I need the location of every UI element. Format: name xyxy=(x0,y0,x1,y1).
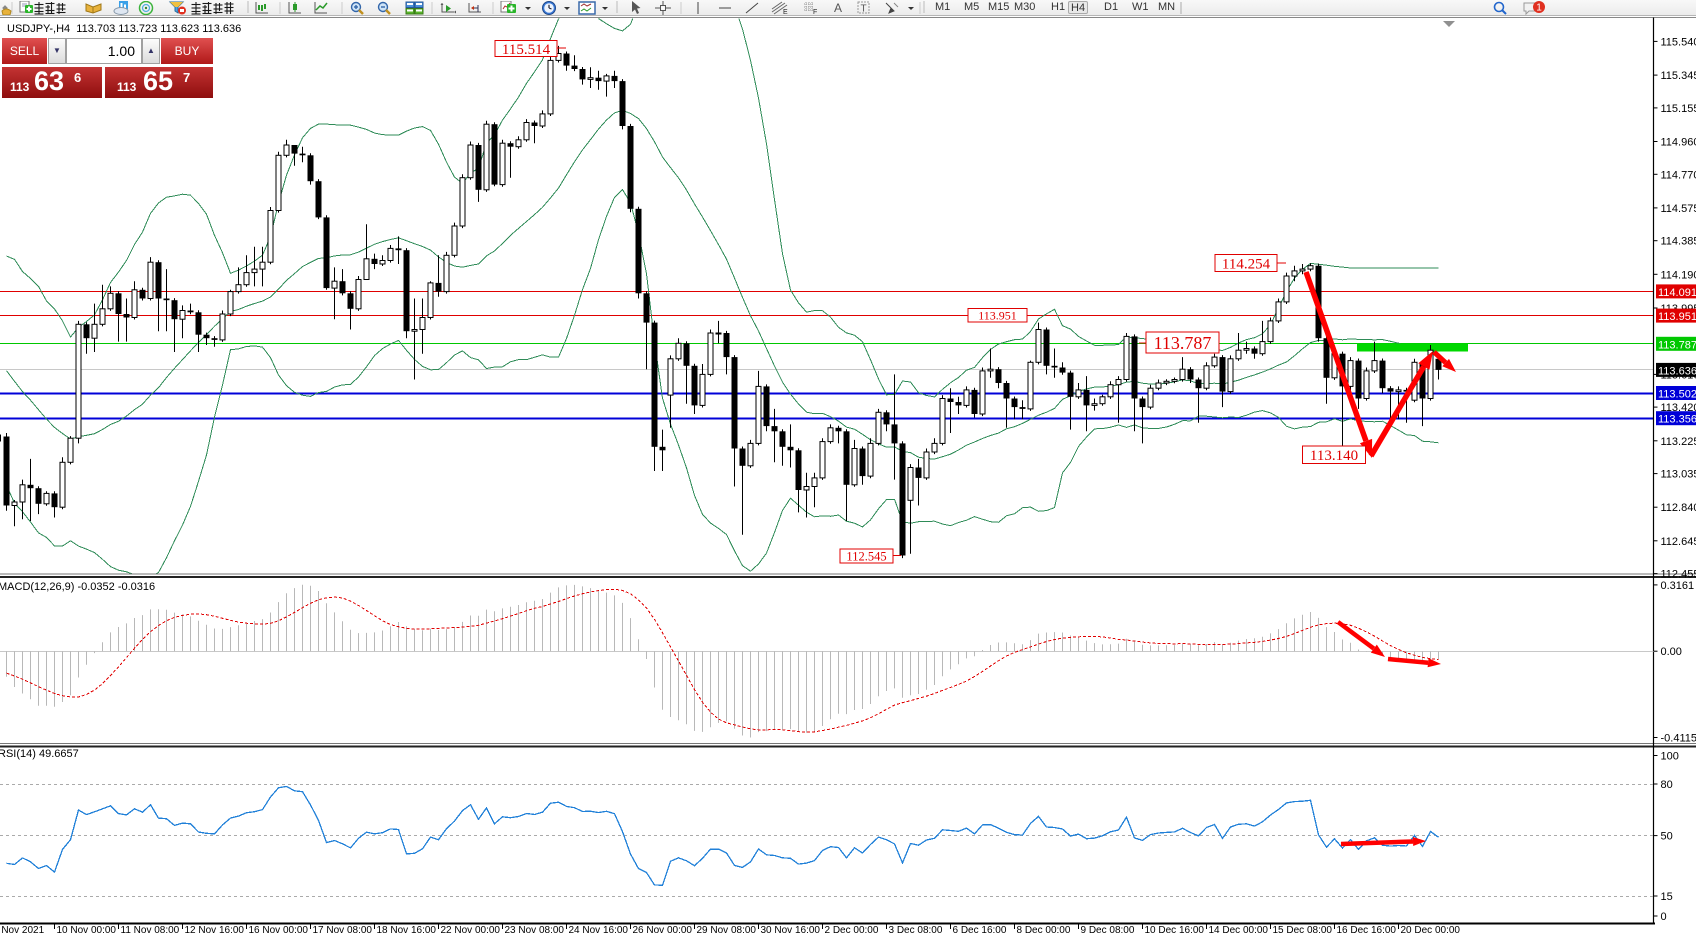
svg-text:14 Dec 00:00: 14 Dec 00:00 xyxy=(1209,925,1269,936)
svg-text:26 Nov 00:00: 26 Nov 00:00 xyxy=(633,925,693,936)
svg-text:2 Dec 00:00: 2 Dec 00:00 xyxy=(825,925,879,936)
svg-text:0.00: 0.00 xyxy=(1661,646,1682,658)
svg-text:112.545: 112.545 xyxy=(846,550,886,564)
svg-text:113.140: 113.140 xyxy=(1310,448,1358,464)
svg-text:20 Dec 00:00: 20 Dec 00:00 xyxy=(1401,925,1461,936)
svg-text:15: 15 xyxy=(1661,891,1673,903)
svg-text:115.345: 115.345 xyxy=(1661,70,1696,82)
svg-text:0: 0 xyxy=(1661,911,1667,923)
svg-text:100: 100 xyxy=(1661,751,1679,763)
svg-text:113.356: 113.356 xyxy=(1658,414,1696,426)
svg-text:11 Nov 08:00: 11 Nov 08:00 xyxy=(121,925,180,936)
svg-text:6 Dec 16:00: 6 Dec 16:00 xyxy=(953,925,1007,936)
svg-text:10 Dec 16:00: 10 Dec 16:00 xyxy=(1145,925,1205,936)
svg-text:112.645: 112.645 xyxy=(1661,536,1696,548)
svg-text:12 Nov 16:00: 12 Nov 16:00 xyxy=(185,925,245,936)
svg-text:112.840: 112.840 xyxy=(1661,502,1696,514)
svg-text:15 Dec 08:00: 15 Dec 08:00 xyxy=(1273,925,1333,936)
svg-text:113.951: 113.951 xyxy=(978,309,1017,323)
svg-text:114.770: 114.770 xyxy=(1661,169,1696,181)
svg-text:9 Dec 08:00: 9 Dec 08:00 xyxy=(1081,925,1135,936)
svg-text:9 Nov 2021: 9 Nov 2021 xyxy=(0,925,45,936)
svg-text:18 Nov 16:00: 18 Nov 16:00 xyxy=(377,925,437,936)
svg-text:17 Nov 08:00: 17 Nov 08:00 xyxy=(313,925,373,936)
svg-text:0.3161: 0.3161 xyxy=(1661,580,1695,592)
svg-text:113.420: 113.420 xyxy=(1661,402,1696,414)
svg-text:112.455: 112.455 xyxy=(1661,569,1696,581)
svg-text:115.540: 115.540 xyxy=(1661,36,1696,48)
svg-text:3 Dec 08:00: 3 Dec 08:00 xyxy=(889,925,943,936)
svg-text:80: 80 xyxy=(1661,779,1673,791)
svg-text:1: 1 xyxy=(1536,3,1542,14)
svg-text:113.636: 113.636 xyxy=(1658,365,1696,377)
svg-text:22 Nov 00:00: 22 Nov 00:00 xyxy=(441,925,501,936)
svg-text:T: T xyxy=(861,4,867,15)
svg-text:114.190: 114.190 xyxy=(1661,269,1696,281)
svg-text:E: E xyxy=(783,9,788,15)
svg-text:114.254: 114.254 xyxy=(1222,256,1271,272)
svg-text:113.225: 113.225 xyxy=(1661,436,1696,448)
svg-text:24 Nov 16:00: 24 Nov 16:00 xyxy=(569,925,629,936)
svg-text:10 Nov 00:00: 10 Nov 00:00 xyxy=(57,925,117,936)
svg-text:16 Nov 00:00: 16 Nov 00:00 xyxy=(249,925,309,936)
svg-text:114.960: 114.960 xyxy=(1661,137,1696,149)
svg-text:114.091: 114.091 xyxy=(1658,287,1696,299)
svg-text:50: 50 xyxy=(1661,831,1673,843)
svg-text:113.035: 113.035 xyxy=(1661,469,1696,481)
svg-text:23 Nov 08:00: 23 Nov 08:00 xyxy=(505,925,565,936)
svg-text:113.951: 113.951 xyxy=(1658,311,1696,323)
svg-text:113.502: 113.502 xyxy=(1658,389,1696,401)
svg-text:114.385: 114.385 xyxy=(1661,236,1696,248)
svg-text:115.155: 115.155 xyxy=(1661,103,1696,115)
svg-text:-0.4115: -0.4115 xyxy=(1661,733,1696,745)
svg-text:115.514: 115.514 xyxy=(502,42,551,58)
svg-text:16 Dec 16:00: 16 Dec 16:00 xyxy=(1337,925,1397,936)
svg-text:113.787: 113.787 xyxy=(1154,333,1212,353)
svg-text:A: A xyxy=(834,1,842,15)
svg-text:F: F xyxy=(813,9,817,15)
svg-text:114.575: 114.575 xyxy=(1661,203,1696,215)
svg-text:8 Dec 00:00: 8 Dec 00:00 xyxy=(1017,925,1071,936)
svg-text:29 Nov 08:00: 29 Nov 08:00 xyxy=(697,925,757,936)
svg-text:30 Nov 16:00: 30 Nov 16:00 xyxy=(761,925,821,936)
svg-text:113.787: 113.787 xyxy=(1658,339,1696,351)
